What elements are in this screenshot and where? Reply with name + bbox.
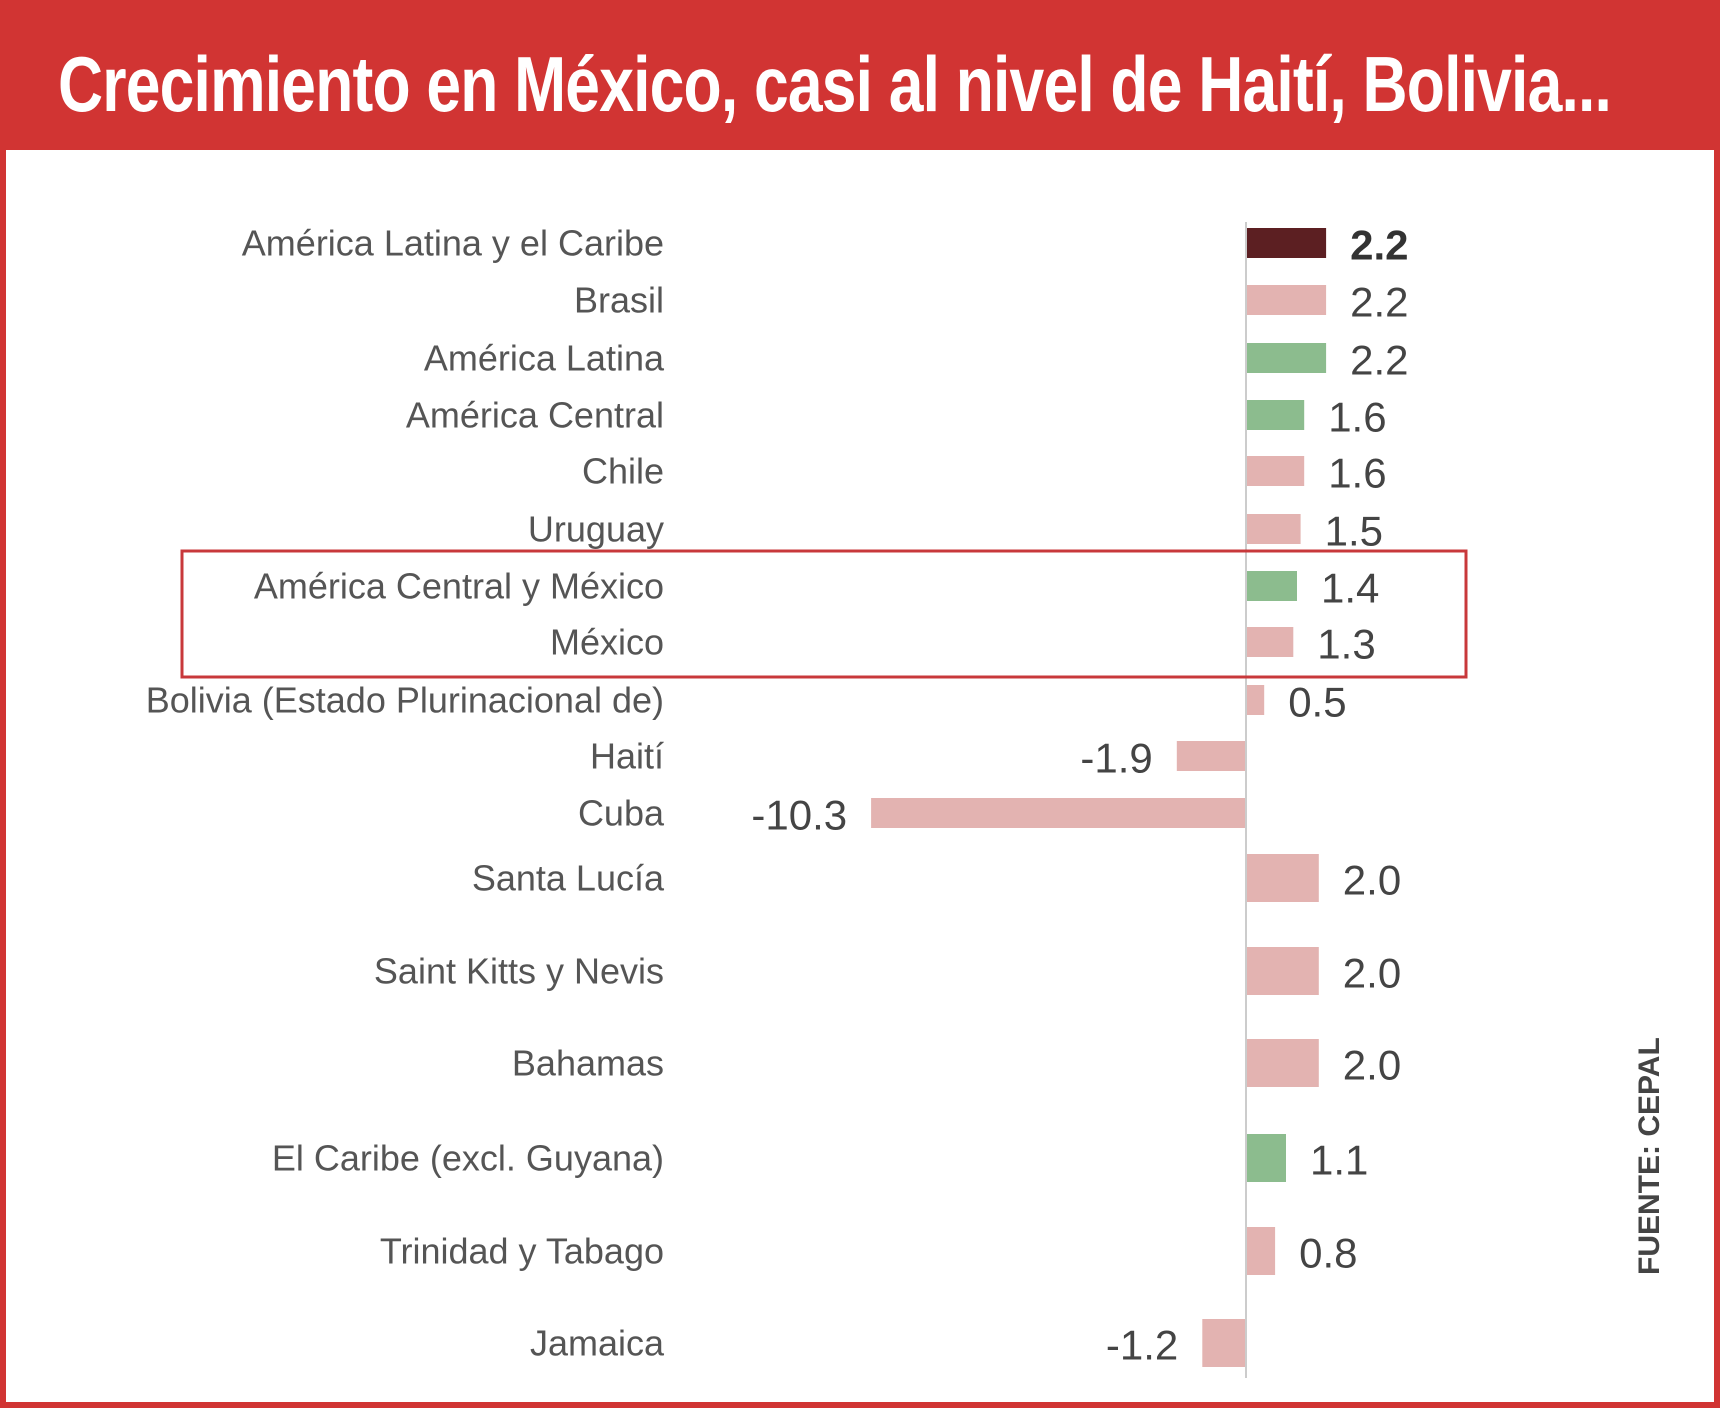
value-label-brasil: 2.2 xyxy=(1350,279,1408,326)
value-label-santa-lucia: 2.0 xyxy=(1343,857,1401,904)
bars-layer xyxy=(871,228,1327,1367)
bar-bahamas xyxy=(1246,1039,1319,1087)
category-label-bolivia-estado-plurinacional-de: Bolivia (Estado Plurinacional de) xyxy=(146,680,664,721)
value-label-haiti: -1.9 xyxy=(1080,735,1152,782)
category-label-america-latina-y-el-caribe: América Latina y el Caribe xyxy=(242,223,664,264)
bar-jamaica xyxy=(1202,1319,1246,1367)
title-bar: Crecimiento en México, casi al nivel de … xyxy=(0,0,1720,150)
bar-america-latina-y-el-caribe xyxy=(1246,228,1327,258)
category-label-chile: Chile xyxy=(582,451,664,492)
category-label-saint-kitts-y-nevis: Saint Kitts y Nevis xyxy=(374,951,664,992)
bar-santa-lucia xyxy=(1246,854,1319,902)
bar-brasil xyxy=(1246,285,1327,315)
labels-layer: América Latina y el Caribe 2.2 Brasil 2.2 Am… xyxy=(146,222,1409,1369)
value-label-america-latina-y-el-caribe: 2.2 xyxy=(1350,222,1408,269)
value-label-jamaica: -1.2 xyxy=(1106,1322,1178,1369)
category-label-america-latina: América Latina xyxy=(424,338,665,379)
category-label-el-caribe-excl-guyana: El Caribe (excl. Guyana) xyxy=(272,1138,664,1179)
bar-bolivia-estado-plurinacional-de xyxy=(1246,685,1265,715)
value-label-chile: 1.6 xyxy=(1328,450,1386,497)
category-label-mexico: México xyxy=(550,622,664,663)
bar-america-latina xyxy=(1246,343,1327,373)
mexico-highlight-box xyxy=(180,549,1468,679)
bar-america-central-y-mexico xyxy=(1246,571,1297,601)
value-label-saint-kitts-y-nevis: 2.0 xyxy=(1343,950,1401,997)
category-label-santa-lucia: Santa Lucía xyxy=(472,858,665,899)
category-label-brasil: Brasil xyxy=(574,280,664,321)
bar-haiti xyxy=(1176,741,1246,771)
value-label-cuba: -10.3 xyxy=(751,792,847,839)
value-label-bahamas: 2.0 xyxy=(1343,1042,1401,1089)
value-label-mexico: 1.3 xyxy=(1317,621,1375,668)
category-label-bahamas: Bahamas xyxy=(512,1043,664,1084)
bar-mexico xyxy=(1246,627,1294,657)
source-note: FUENTE: CEPAL xyxy=(1633,1037,1666,1275)
category-label-jamaica: Jamaica xyxy=(530,1323,665,1364)
category-label-america-central: América Central xyxy=(406,395,664,436)
bar-america-central xyxy=(1246,400,1305,430)
bar-el-caribe-excl-guyana xyxy=(1246,1134,1286,1182)
value-label-america-central-y-mexico: 1.4 xyxy=(1321,565,1379,612)
value-label-bolivia-estado-plurinacional-de: 0.5 xyxy=(1288,679,1346,726)
chart-title: Crecimiento en México, casi al nivel de … xyxy=(58,40,1612,128)
bar-saint-kitts-y-nevis xyxy=(1246,947,1319,995)
category-label-uruguay: Uruguay xyxy=(528,509,664,550)
value-label-el-caribe-excl-guyana: 1.1 xyxy=(1310,1137,1368,1184)
bar-trinidad-y-tabago xyxy=(1246,1227,1276,1275)
bar-cuba xyxy=(871,798,1246,828)
bar-chile xyxy=(1246,456,1305,486)
value-label-uruguay: 1.5 xyxy=(1325,508,1383,555)
value-label-trinidad-y-tabago: 0.8 xyxy=(1299,1230,1357,1277)
category-label-cuba: Cuba xyxy=(578,793,665,834)
category-label-trinidad-y-tabago: Trinidad y Tabago xyxy=(380,1231,664,1272)
category-label-haiti: Haití xyxy=(590,736,664,777)
value-label-america-latina: 2.2 xyxy=(1350,337,1408,384)
bar-uruguay xyxy=(1246,514,1301,544)
category-label-america-central-y-mexico: América Central y México xyxy=(254,566,664,607)
value-label-america-central: 1.6 xyxy=(1328,394,1386,441)
